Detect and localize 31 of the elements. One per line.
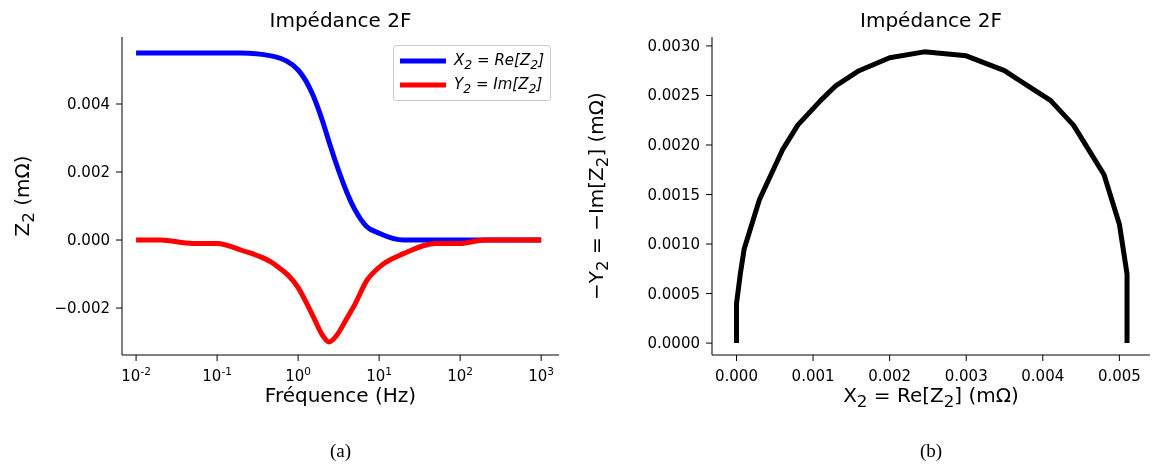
x-tick-label: 0.004	[1021, 367, 1065, 385]
legend-label: X$_{2}$ = Re[Z$_{2}$]	[454, 50, 544, 72]
x-tick-label: 10$^{-2}$	[121, 365, 151, 385]
x-tick-label: 10$^{3}$	[528, 365, 555, 385]
legend-label: Y$_{2}$ = Im[Z$_{2}$]	[454, 74, 543, 96]
x-tick-label: 0.001	[791, 367, 835, 385]
x-tick-label: 0.003	[944, 367, 988, 385]
chart-title: Impédance 2F	[859, 8, 1003, 32]
x-axis-title: Fréquence (Hz)	[264, 383, 417, 407]
y-tick-label: 0.0010	[647, 235, 700, 254]
chart-title: Impédance 2F	[268, 8, 413, 32]
x-tick-label: 10$^{0}$	[285, 365, 312, 385]
y-tick-label: 0.0025	[647, 86, 700, 105]
x-tick-label: 10$^{-1}$	[202, 365, 232, 385]
y-tick-label: 0.0005	[647, 284, 700, 303]
y-tick-label: 0.0020	[647, 135, 700, 154]
y-tick-label: 0.004	[67, 95, 110, 113]
y-tick-label: 0.002	[67, 163, 110, 182]
x-tick-label: 0.005	[1097, 367, 1141, 385]
x-axis-title: X$_{2}$ = Re[Z$_{2}$] (mΩ)	[843, 383, 1019, 411]
y-tick-label: 0.0000	[647, 334, 700, 353]
text: (b)	[918, 440, 944, 462]
y-tick-label: −0.002	[54, 299, 110, 318]
x-tick-label: 10$^{2}$	[447, 365, 474, 385]
x-tick-label: 0.002	[868, 367, 912, 385]
x-tick-label: 10$^{1}$	[366, 365, 393, 385]
y-tick-label: 0.0030	[647, 36, 700, 55]
y-tick-label: 0.0015	[647, 185, 700, 204]
text: (a)	[328, 440, 353, 462]
y-tick-label: 0.000	[67, 231, 110, 250]
x-tick-label: 0.000	[715, 367, 758, 385]
